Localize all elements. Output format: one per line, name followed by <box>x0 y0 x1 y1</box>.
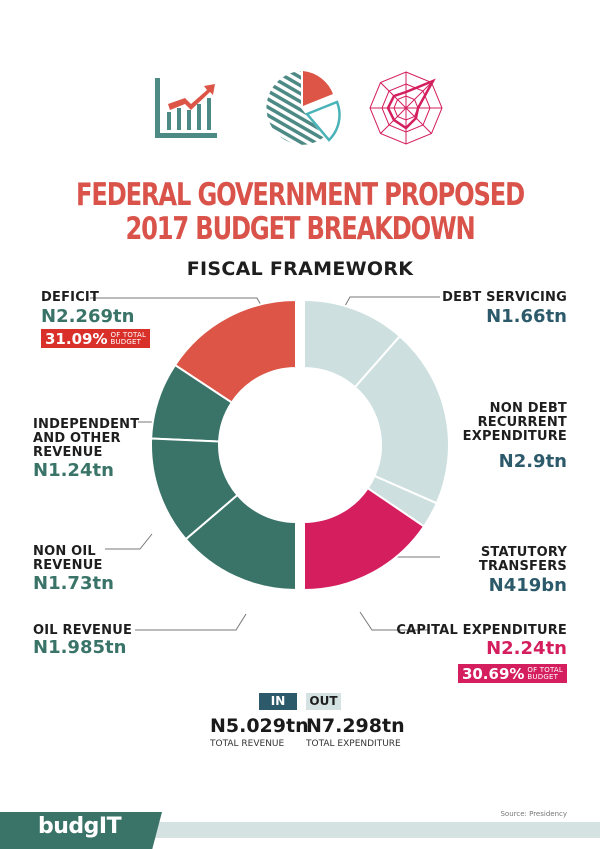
capital-expenditure-label: CAPITAL EXPENDITURE <box>396 623 567 638</box>
donut-segment-oil <box>184 493 297 592</box>
total-revenue-value: N5.029tn <box>210 715 309 737</box>
pie-chart-icon <box>266 71 341 145</box>
deficit-label: DEFICIT <box>41 290 100 305</box>
non-debt-recurrent-value: N2.9tn <box>498 451 567 472</box>
total-expenditure-label: TOTAL EXPENDITURE <box>306 739 401 749</box>
capital-pct-note: OF TOTAL BUDGET <box>527 665 563 681</box>
deficit-pct-note: OF TOTAL BUDGET <box>110 330 147 346</box>
non-debt-recurrent-label: NON DEBT RECURRENT EXPENDITURE <box>462 401 567 444</box>
debt-servicing-value: N1.66tn <box>486 306 567 327</box>
deficit-value: N2.269tn <box>41 306 135 327</box>
independent-revenue-value: N1.24tn <box>33 460 114 481</box>
budgit-logo-background <box>0 812 162 849</box>
source-note: Source: Presidency <box>500 810 567 818</box>
total-revenue-label: TOTAL REVENUE <box>210 739 285 749</box>
budgit-logo[interactable]: budgIT <box>38 814 122 839</box>
oil-revenue-value: N1.985tn <box>33 637 127 658</box>
total-expenditure-value: N7.298tn <box>306 715 405 737</box>
capital-percentage-badge: 30.69% OF TOTAL BUDGET <box>457 664 567 683</box>
statutory-transfers-value: N419bn <box>488 575 567 596</box>
independent-revenue-label: INDEPENDENT AND OTHER REVENUE <box>33 417 140 460</box>
page-title-line2: 2017 BUDGET BREAKDOWN <box>125 211 475 247</box>
deficit-percentage-badge: 31.09% OF TOTAL BUDGET <box>41 329 151 348</box>
capital-expenditure-value: N2.24tn <box>486 638 567 659</box>
deficit-pct-value: 31.09% <box>45 329 108 348</box>
section-subtitle: FISCAL FRAMEWORK <box>186 258 414 280</box>
footer-band <box>150 822 600 838</box>
non-oil-revenue-label: NON OIL REVENUE <box>33 544 103 573</box>
in-tag: IN <box>259 693 297 710</box>
non-oil-revenue-value: N1.73tn <box>33 573 114 594</box>
page-title-line1: FEDERAL GOVERNMENT PROPOSED <box>76 177 525 213</box>
bar-chart-trend-icon <box>155 78 217 138</box>
donut-segment-non-debt-recurrent <box>353 334 450 505</box>
oil-revenue-label: OIL REVENUE <box>33 623 133 638</box>
out-tag: OUT <box>306 693 341 710</box>
donut-segments <box>150 298 450 592</box>
debt-servicing-label: DEBT SERVICING <box>442 290 567 305</box>
radar-chart-icon <box>369 71 443 145</box>
capital-pct-value: 30.69% <box>461 664 525 683</box>
donut-segment-capital-expenditure <box>303 486 426 592</box>
statutory-transfers-label: STATUTORY TRANSFERS <box>478 545 567 574</box>
